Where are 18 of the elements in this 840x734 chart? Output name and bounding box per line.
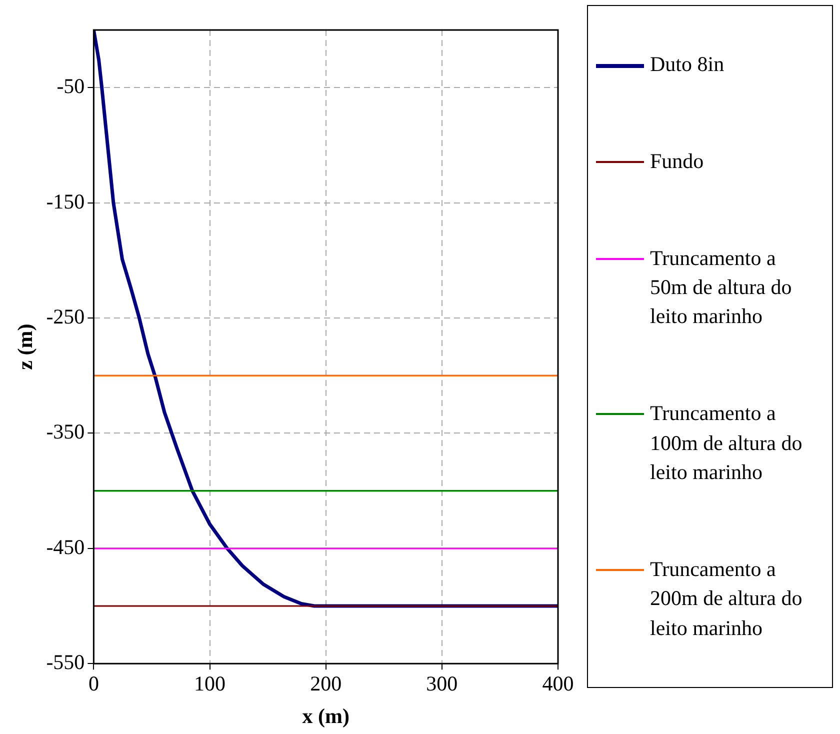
x-axis-title: x (m) <box>302 704 350 728</box>
y-tick-label: -350 <box>46 420 85 444</box>
legend-label: Truncamento a 100m de altura do leito marinho <box>650 400 804 486</box>
legend-label: Duto 8in <box>650 50 726 78</box>
legend-label: Truncamento a 50m de altura do leito marinho <box>650 244 793 330</box>
x-tick-label: 0 <box>88 672 99 696</box>
x-tick-label: 200 <box>310 672 342 696</box>
legend-label: Truncamento a 200m de altura do leito marinho <box>650 556 804 642</box>
y-axis-title: z (m) <box>13 324 38 370</box>
y-tick-label: -50 <box>56 74 85 98</box>
x-tick-label: 300 <box>426 672 458 696</box>
legend-label: Fundo <box>650 148 705 175</box>
y-tick-label: -150 <box>46 189 85 214</box>
y-tick-label: -450 <box>46 534 85 559</box>
y-tick-label: -550 <box>46 650 85 674</box>
y-tick-label: -250 <box>46 304 85 329</box>
x-tick-label: 400 <box>542 672 574 696</box>
x-tick-label: 100 <box>194 672 226 696</box>
